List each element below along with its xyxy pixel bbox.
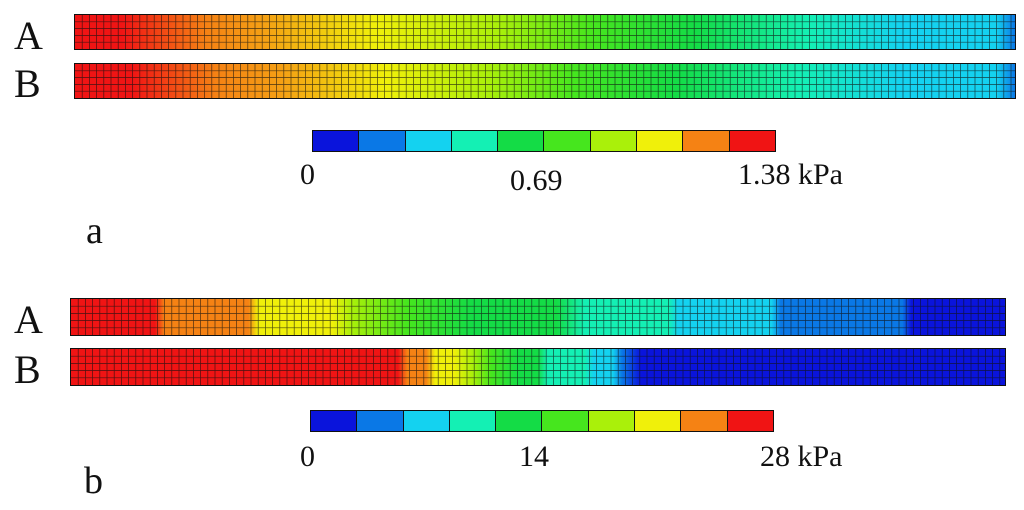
scale-segment — [449, 411, 497, 431]
scale-segment — [588, 411, 636, 431]
scale-segment — [498, 131, 545, 151]
panel-letter-a: a — [86, 210, 103, 252]
mesh-grid — [71, 299, 1005, 335]
scale-segment — [637, 131, 684, 151]
scale-segment — [542, 411, 589, 431]
color-scale-b — [310, 410, 774, 432]
scale-segment — [635, 411, 682, 431]
scale-segment — [544, 131, 591, 151]
scale-segment — [496, 411, 543, 431]
panel-letter-b: b — [84, 460, 103, 502]
scale-b-mid-label: 14 — [519, 440, 549, 473]
scale-segment — [405, 131, 452, 151]
scale-a-mid-label: 0.69 — [510, 164, 563, 197]
scale-segment — [590, 131, 638, 151]
scale-b-max-label: 28 kPa — [760, 440, 843, 473]
mesh-grid — [75, 15, 1015, 49]
scale-segment — [313, 131, 360, 151]
contour-strip-b-B — [70, 348, 1006, 386]
contour-strip-b-A — [70, 298, 1006, 336]
contour-strip-a-A — [74, 14, 1016, 50]
scale-segment — [683, 131, 730, 151]
scale-segment — [451, 131, 499, 151]
strip-label-a-B: B — [14, 61, 41, 106]
scale-b-min-label: 0 — [300, 440, 315, 473]
color-scale-a — [312, 130, 776, 152]
mesh-grid — [75, 64, 1015, 98]
scale-segment — [681, 411, 728, 431]
strip-label-a-A: A — [14, 13, 43, 58]
scale-segment — [403, 411, 450, 431]
scale-segment — [359, 131, 406, 151]
scale-segment — [729, 131, 775, 151]
scale-a-min-label: 0 — [300, 158, 315, 191]
scale-segment — [311, 411, 358, 431]
strip-label-b-B: B — [14, 347, 41, 392]
scale-segment — [357, 411, 404, 431]
scale-a-max-label: 1.38 kPa — [738, 158, 843, 191]
strip-label-b-A: A — [14, 297, 43, 342]
mesh-grid — [71, 349, 1005, 385]
contour-strip-a-B — [74, 63, 1016, 99]
scale-segment — [727, 411, 773, 431]
